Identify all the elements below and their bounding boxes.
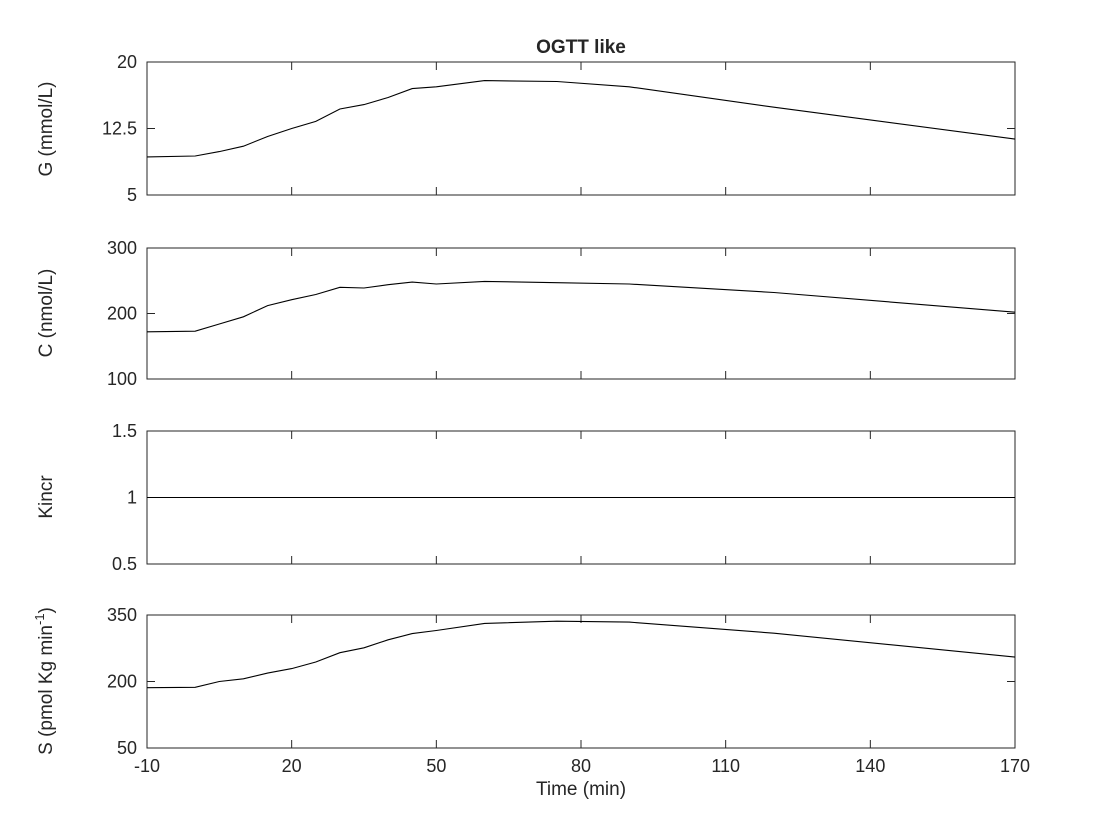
x-tick-label: 50 [426, 756, 446, 776]
x-tick-label: -10 [134, 756, 160, 776]
subplot-c-peptide: 100 200 300 C (nmol/L) [36, 238, 1016, 389]
tick-group: 5 12.5 20 [102, 52, 1016, 205]
x-tick-label: 110 [711, 756, 740, 776]
plot-area [146, 61, 1016, 196]
x-axis-label: Time (min) [536, 779, 626, 800]
y-tick-label: 200 [107, 672, 137, 692]
y-tick-label: 200 [107, 304, 137, 324]
x-tick-label: 20 [282, 756, 302, 776]
y-tick-label: 0.5 [112, 554, 137, 574]
subplot-glucose: 5 12.5 20 G (mmol/L) [36, 52, 1016, 205]
x-tick-label: 140 [855, 756, 885, 776]
y-tick-label: 100 [107, 369, 137, 389]
y-tick-label: 1.5 [112, 421, 137, 441]
series-line [146, 280, 1016, 333]
y-tick-label: 50 [117, 738, 137, 758]
y-axis-label: Kincr [36, 475, 57, 519]
y-axis-label-main: S (pmol Kg min [36, 625, 57, 755]
y-axis-label: G (mmol/L) [36, 82, 57, 177]
plot-area [146, 247, 1016, 380]
subplot-kincr: 0.5 1 1.5 Kincr [36, 421, 1016, 574]
x-tick-label: 170 [1000, 756, 1030, 776]
y-axis-label: S (pmol Kg min-1) [32, 607, 57, 755]
y-tick-label: 12.5 [102, 119, 137, 139]
y-tick-label: 350 [107, 605, 137, 625]
y-axis-label-superscript: -1 [32, 613, 47, 625]
subplot-secretion: 50 200 350 S (pmol Kg min-1) [32, 605, 1016, 758]
chart-title: OGTT like [536, 37, 626, 58]
series-line [146, 80, 1016, 158]
plot-area [146, 614, 1016, 749]
y-tick-label: 1 [127, 488, 137, 508]
y-axis-label: C (nmol/L) [36, 269, 57, 358]
tick-group: 100 200 300 [107, 238, 1016, 389]
x-tick-labels: -10 20 50 80 110 140 170 [134, 756, 1030, 776]
x-tick-label: 80 [571, 756, 591, 776]
y-tick-label: 5 [127, 185, 137, 205]
tick-group: 50 200 350 [107, 605, 1016, 758]
y-axis-label-close: ) [36, 607, 57, 613]
y-tick-label: 300 [107, 238, 137, 258]
series-line [146, 620, 1016, 689]
y-tick-label: 20 [117, 52, 137, 72]
